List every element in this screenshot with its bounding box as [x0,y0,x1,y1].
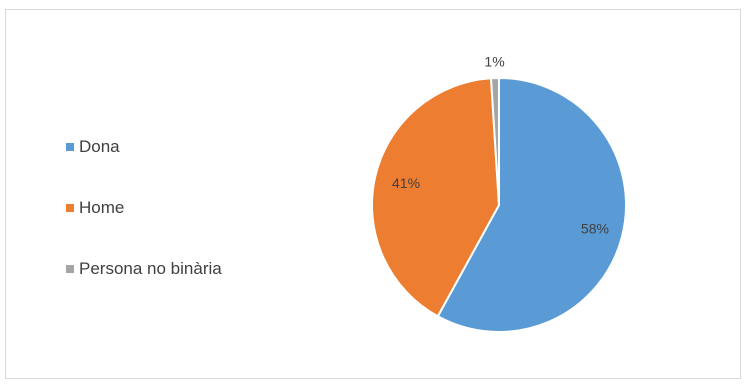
data-label-persona-no-binaria: 1% [484,54,504,70]
pie-slice-home [371,77,501,318]
pie-slice-dona [436,76,627,333]
legend-swatch-dona [66,143,74,151]
legend-swatch-home [66,204,74,212]
legend-label-dona: Dona [79,137,120,156]
legend-item-home: Home [66,196,124,220]
legend-label-persona-no-binaria: Persona no binària [79,259,222,278]
legend-label-home: Home [79,198,125,217]
legend-swatch-persona-no-binaria [66,265,74,273]
data-label-dona: 58% [581,220,609,236]
pie-slice-persona-no-binaria [489,76,500,206]
data-label-home: 41% [392,175,420,191]
legend-item-dona: Dona [66,135,120,159]
legend-item-persona-no-binaria: Persona no binària [66,257,222,281]
